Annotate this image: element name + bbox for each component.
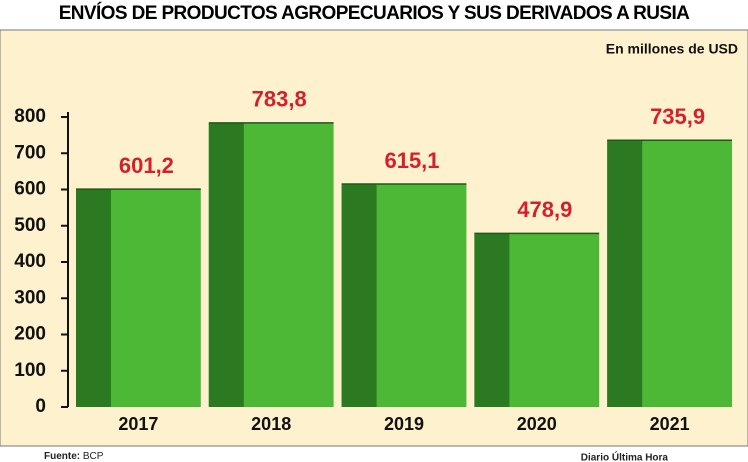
source-name: BCP: [83, 451, 104, 462]
bar-side: [208, 122, 244, 407]
value-label: 735,9: [650, 104, 705, 129]
bar-side: [76, 189, 111, 407]
x-tick-label: 2021: [650, 414, 690, 434]
source: Fuente: BCP: [44, 451, 104, 462]
x-tick-label: 2020: [517, 414, 557, 434]
bar-side: [607, 140, 643, 407]
bar: [341, 183, 467, 407]
x-tick-label: 2018: [251, 414, 291, 434]
y-tick-label: 800: [14, 106, 46, 127]
y-tick-label: 600: [14, 179, 46, 200]
value-label: 783,8: [252, 87, 307, 112]
y-tick-label: 300: [14, 287, 46, 308]
value-label: 478,9: [517, 197, 572, 222]
x-tick-label: 2017: [118, 414, 158, 434]
source-label: Fuente:: [44, 451, 80, 462]
value-label: 615,1: [384, 148, 439, 173]
unit-label: En millones de USD: [606, 41, 738, 57]
bar-side: [341, 184, 377, 407]
y-tick-label: 700: [14, 142, 46, 163]
bar: [607, 139, 732, 407]
credit: Diario Última Hora: [581, 451, 669, 462]
bar-side: [474, 233, 510, 407]
y-tick-label: 0: [35, 396, 46, 417]
y-tick-label: 500: [14, 215, 46, 236]
bar: [76, 188, 201, 407]
chart-title: ENVÍOS DE PRODUCTOS AGROPECUARIOS Y SUS …: [59, 2, 690, 24]
bar: [474, 232, 600, 407]
y-tick-label: 100: [14, 360, 46, 381]
y-tick-label: 400: [14, 251, 46, 272]
y-tick-label: 200: [14, 324, 46, 345]
x-tick-label: 2019: [384, 414, 424, 434]
value-label: 601,2: [119, 153, 174, 178]
bar: [208, 122, 334, 407]
